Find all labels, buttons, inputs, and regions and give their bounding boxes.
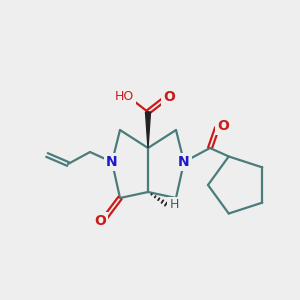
Text: O: O bbox=[163, 90, 175, 104]
Text: O: O bbox=[217, 119, 229, 133]
Text: N: N bbox=[178, 155, 190, 169]
Text: HO: HO bbox=[114, 91, 134, 103]
Text: N: N bbox=[106, 155, 118, 169]
Polygon shape bbox=[146, 112, 151, 148]
Text: H: H bbox=[169, 199, 179, 212]
Text: O: O bbox=[94, 214, 106, 228]
